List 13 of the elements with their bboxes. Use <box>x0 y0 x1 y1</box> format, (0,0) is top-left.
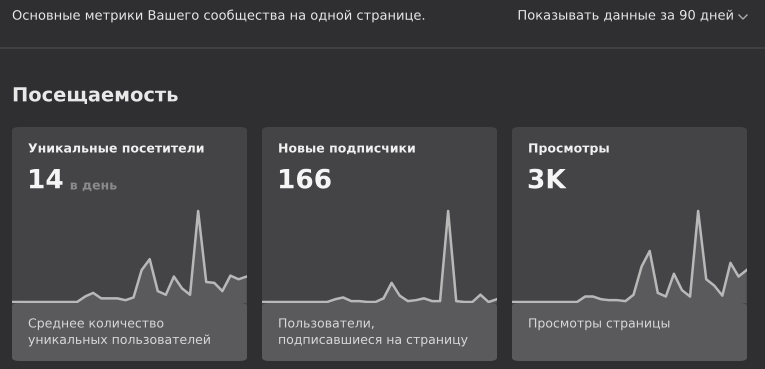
text: в день <box>70 182 117 192</box>
text: Пользователи, подписавшиеся на страницу <box>279 318 468 346</box>
text: Среднее количество уникальных пользователей <box>28 318 210 346</box>
chart-subtitle: 14 <box>30 169 63 188</box>
text: Основные метрики Вашего сообщества на одной странице. <box>12 10 424 22</box>
chart-subtitle: 166 <box>280 168 331 189</box>
chart-subtitle: 3K <box>528 168 567 189</box>
text: Посещаемость <box>14 87 178 104</box>
chart-title: Уникальные посетители <box>28 143 204 153</box>
text: Показывать данные за 90 дней <box>518 10 733 22</box>
text: Просмотры страницы <box>529 318 670 330</box>
chart-title: Просмотры <box>529 143 609 156</box>
chart-title: Новые подписчики <box>279 143 415 154</box>
